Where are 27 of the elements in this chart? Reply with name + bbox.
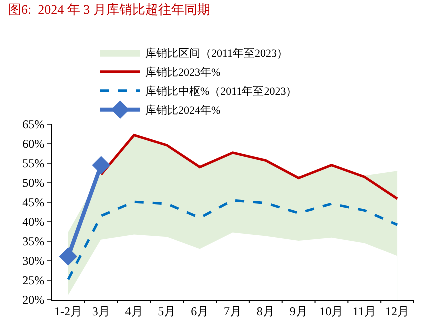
- y-tick-label: 30%: [22, 254, 45, 268]
- chart-title: 图6: 2024 年 3 月库销比超往年同期: [8, 2, 210, 18]
- x-tick-label: 8月: [256, 304, 275, 318]
- legend-label: 库销比2024年%: [145, 104, 221, 118]
- x-tick-label: 11月: [352, 304, 376, 318]
- y-tick-label: 40%: [22, 215, 45, 230]
- legend-label: 库销比中枢%（2011年至2023）: [145, 85, 298, 98]
- x-tick-label: 9月: [290, 304, 308, 318]
- x-tick-label: 1-2月: [54, 304, 82, 318]
- x-tick-label: 7月: [224, 304, 242, 318]
- legend-label: 库销比区间（2011年至2023）: [145, 47, 288, 60]
- legend-label: 库销比2023年%: [145, 66, 221, 80]
- x-tick-label: 3月: [92, 304, 110, 318]
- y-tick-label: 35%: [22, 234, 45, 249]
- x-tick-label: 5月: [158, 304, 176, 318]
- y-tick-label: 45%: [22, 196, 45, 210]
- y-tick-label: 50%: [22, 176, 45, 190]
- line-series: [67, 199, 399, 281]
- y-tick-label: 65%: [22, 118, 45, 132]
- y-tick-label: 55%: [22, 156, 45, 171]
- x-tick-label: 12月: [386, 304, 410, 318]
- x-tick-label: 4月: [125, 304, 144, 318]
- x-tick-label: 6月: [191, 304, 210, 318]
- x-tick-label: 10月: [320, 304, 344, 318]
- y-tick-label: 25%: [22, 274, 45, 288]
- y-tick-label: 20%: [22, 293, 45, 308]
- y-tick-label: 60%: [22, 137, 45, 152]
